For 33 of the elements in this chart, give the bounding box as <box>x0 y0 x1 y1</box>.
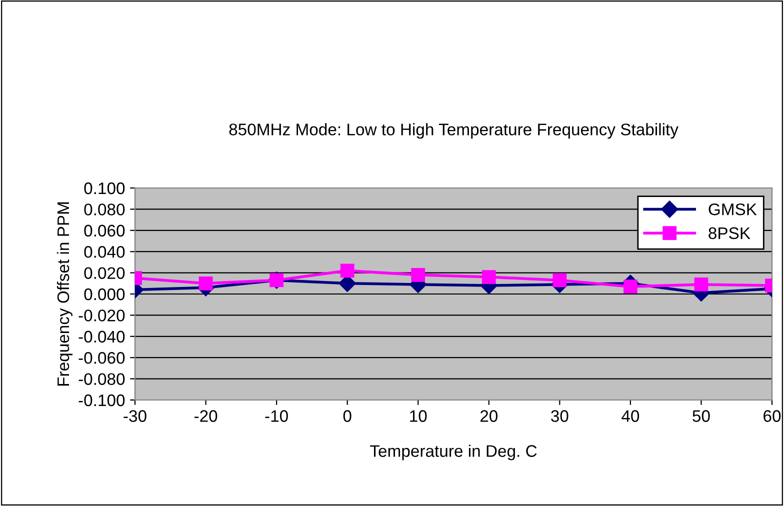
y-tick-label: -0.060 <box>78 352 125 364</box>
legend-label: GMSK <box>708 203 757 216</box>
x-tick-label: -10 <box>265 410 288 422</box>
y-tick-label: -0.020 <box>78 310 125 322</box>
point <box>198 276 213 290</box>
y-tick-label: 0.020 <box>84 267 125 280</box>
y-axis-title: Frequency Offset in PPM <box>56 202 72 386</box>
x-tick-label: 30 <box>551 410 568 422</box>
legend-label: 8PSK <box>708 227 750 240</box>
x-tick-label: 10 <box>410 410 427 422</box>
point <box>340 264 354 278</box>
point <box>552 273 567 288</box>
chart-title: 850MHz Mode: Low to High Temperature Frequency Stability <box>229 123 678 139</box>
y-tick-label: -0.080 <box>78 373 125 386</box>
y-tick-label: -0.040 <box>78 330 125 343</box>
point <box>411 268 426 282</box>
y-tick-label: 0.080 <box>84 204 125 216</box>
point <box>624 280 638 294</box>
x-tick-label: 60 <box>764 410 781 422</box>
point <box>482 270 496 284</box>
y-tick-label: 0.000 <box>84 288 125 300</box>
x-tick-label: 20 <box>480 410 498 422</box>
x-tick-label: 40 <box>622 410 640 422</box>
point <box>694 278 708 292</box>
x-tick-label: 0 <box>343 410 352 422</box>
x-tick-label: -20 <box>194 410 218 422</box>
y-tick-label: 0.060 <box>84 224 125 237</box>
y-tick-label: -0.100 <box>78 394 125 406</box>
y-tick-label: 0.100 <box>84 182 125 194</box>
x-tick-label: -30 <box>124 410 146 422</box>
x-axis-title: Temperature in Deg. C <box>370 444 537 460</box>
x-tick-label: 50 <box>692 410 710 422</box>
y-tick-label: 0.040 <box>84 246 125 258</box>
